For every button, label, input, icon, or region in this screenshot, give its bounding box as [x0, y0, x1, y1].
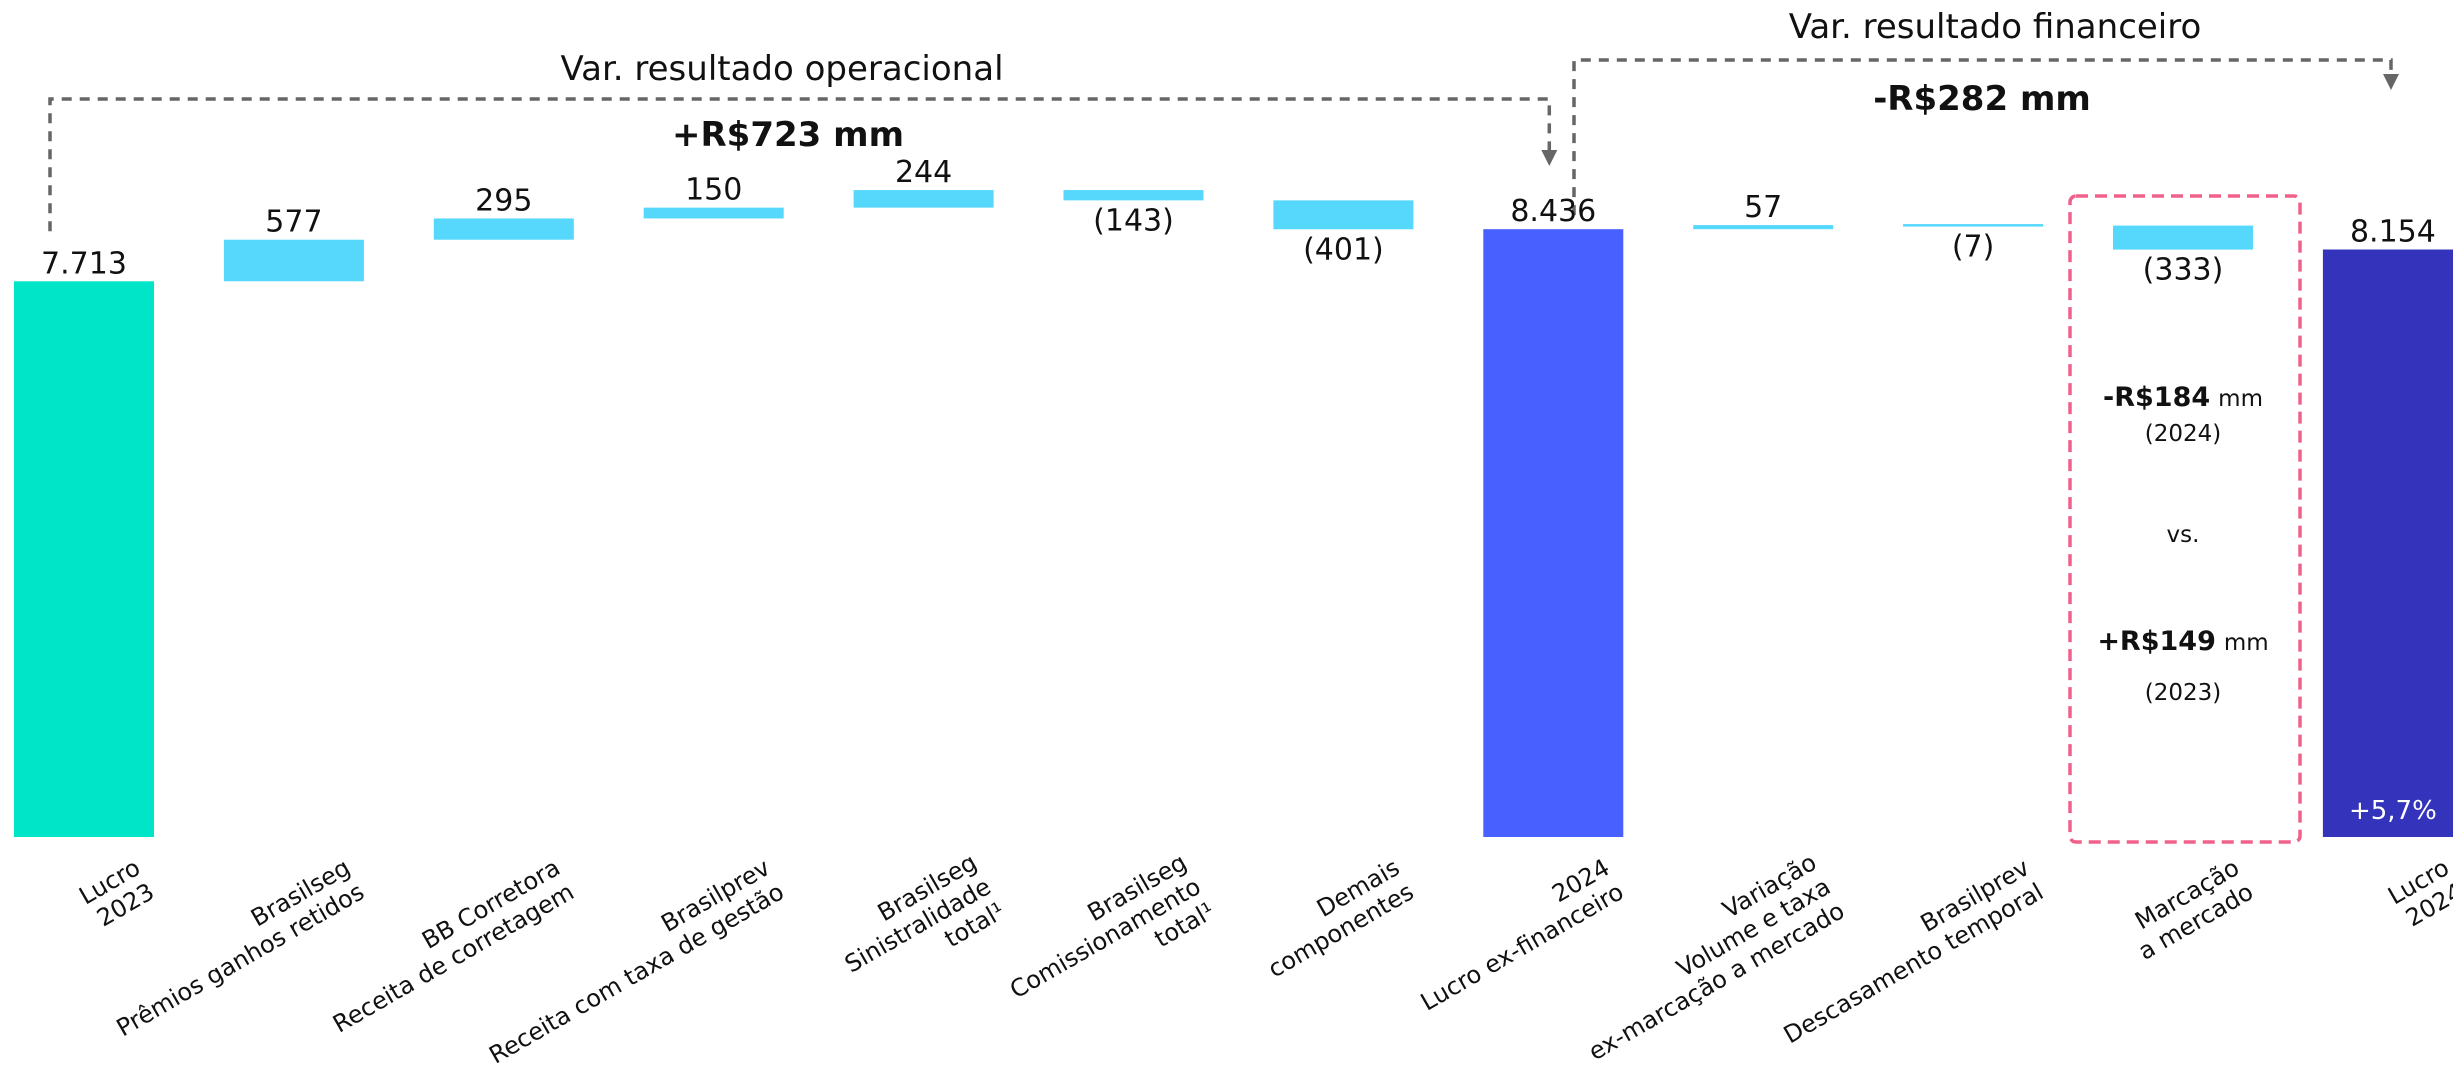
- category-label: Lucro2023: [74, 853, 159, 934]
- arrow-icon: [1541, 150, 1558, 166]
- bracket-line: [1572, 58, 2393, 216]
- highlight-vs: vs.: [2167, 522, 2200, 548]
- highlight-value-bold: +R$149: [2097, 626, 2216, 657]
- bracket-value: -R$282 mm: [1873, 79, 2091, 119]
- category-label: BrasilsegSinistralidadetotal¹: [826, 848, 1010, 1003]
- bracket-value: +R$723 mm: [672, 115, 904, 155]
- value-label: 7.713: [41, 246, 127, 281]
- waterfall-bar: [223, 239, 364, 282]
- waterfall-bar: [2113, 225, 2253, 250]
- bracket-label: Var. resultado operacional: [560, 49, 1003, 89]
- value-label: 295: [475, 183, 532, 218]
- waterfall-bar: [643, 207, 784, 219]
- value-label: (143): [1093, 203, 1174, 238]
- waterfall-bar: [1483, 229, 1624, 837]
- waterfall-bar: [2322, 249, 2453, 838]
- category-label-line: ex-marcação a mercado: [1584, 897, 1849, 1066]
- value-label: (7): [1952, 230, 1995, 265]
- value-label: 150: [685, 173, 742, 208]
- value-label: 57: [1744, 190, 1782, 225]
- category-label: Marcaçãoa mercado: [2119, 853, 2258, 965]
- highlight-frame: [2068, 194, 2302, 844]
- value-label: 577: [265, 205, 322, 240]
- highlight-unit: mm: [2224, 630, 2269, 656]
- bar-layer: [14, 190, 2453, 838]
- category-label-line: Lucro ex-financeiro: [1416, 878, 1628, 1017]
- arrow-icon: [2383, 74, 2399, 90]
- value-label: (333): [2143, 253, 2224, 288]
- waterfall-bar: [1903, 224, 2044, 227]
- category-label: Demaiscomponentes: [1249, 853, 1418, 983]
- value-label: 8.436: [1510, 194, 1596, 229]
- bracket-label: Var. resultado financeiro: [1789, 7, 2202, 47]
- highlight-year: (2023): [2145, 680, 2221, 706]
- category-label: 2024Lucro ex-financeiro: [1402, 853, 1628, 1016]
- waterfall-bar: [14, 281, 154, 838]
- highlight-value-bold: -R$184: [2103, 382, 2210, 413]
- value-label-layer: 7.713 577 295 150 244 (143) (401) 8.436 57 (7) (33…: [41, 155, 2437, 826]
- waterfall-bar: [853, 190, 994, 208]
- value-label: 8.154: [2350, 215, 2436, 250]
- waterfall-bar: [1693, 225, 1834, 230]
- bracket-layer: Var. resultado operacional +R$723 mm Var. …: [48, 7, 2399, 232]
- category-label: Lucro2024: [2383, 853, 2453, 934]
- waterfall-bar: [1273, 200, 1414, 230]
- value-label: 244: [895, 155, 952, 190]
- highlight-unit: mm: [2218, 386, 2263, 412]
- waterfall-bar: [433, 218, 574, 240]
- category-label-layer: Lucro2023 BrasilsegPrêmios ganhos retidos…: [74, 848, 2453, 1069]
- highlight-box: -R$184 mm(2024)vs.+R$149 mm(2023): [2068, 194, 2302, 844]
- highlight-year: (2024): [2145, 421, 2221, 447]
- growth-badge: +5,7%: [2349, 796, 2437, 826]
- value-label: (401): [1303, 232, 1384, 267]
- bracket-line: [48, 97, 1552, 232]
- category-label: BrasilsegComissionamentototal¹: [991, 848, 1219, 1028]
- highlight-2024-value: -R$184 mm: [2103, 382, 2263, 413]
- waterfall-bar: [1063, 190, 1204, 201]
- highlight-2023-value: +R$149 mm: [2097, 626, 2268, 657]
